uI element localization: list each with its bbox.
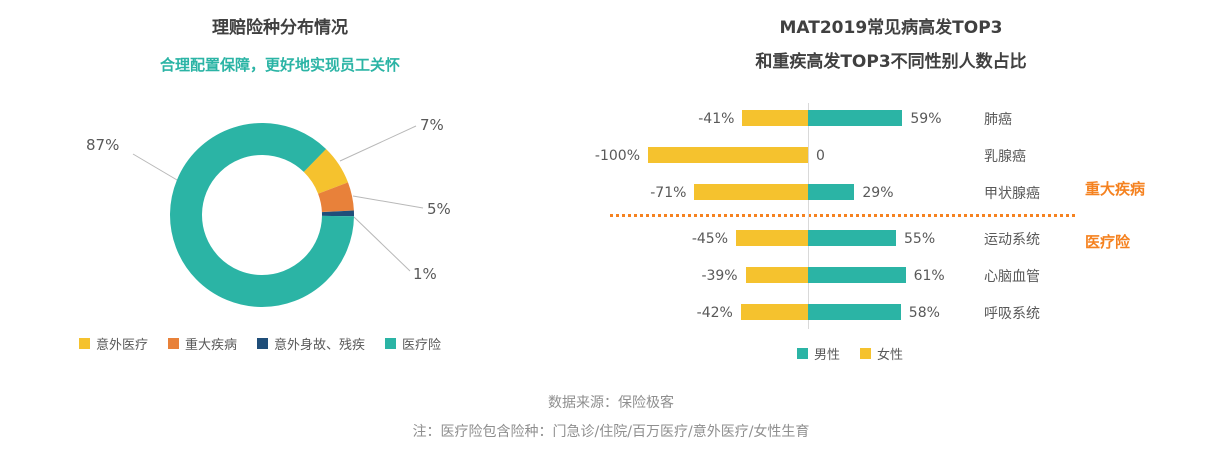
bar-chart-title-line2: 和重疾高发TOP3不同性别人数占比 bbox=[755, 52, 1027, 72]
male-track: 58% bbox=[808, 294, 978, 331]
donut-slice-2 bbox=[170, 123, 354, 307]
male-bar bbox=[808, 230, 896, 246]
bar-chart-legend: 男性 女性 bbox=[560, 344, 1140, 363]
legend-label: 重大疾病 bbox=[184, 338, 237, 353]
bar-chart-title-line1: MAT2019常见病高发TOP3 bbox=[779, 18, 1003, 38]
female-value-label: -71% bbox=[650, 184, 687, 201]
female-track: -71% bbox=[588, 174, 808, 211]
female-track: -39% bbox=[588, 257, 808, 294]
male-track: 55% bbox=[808, 220, 978, 257]
legend-swatch-icon bbox=[796, 348, 808, 359]
donut-slice-3 bbox=[170, 123, 354, 307]
donut-ring bbox=[170, 123, 354, 307]
donut-value-label-1: 5% bbox=[427, 200, 451, 218]
donut-chart-subtitle: 合理配置保障，更好地实现员工关怀 bbox=[159, 56, 400, 74]
bar-row-3: -45% 55% 运动系统 bbox=[560, 220, 1160, 257]
group-label-critical-illness: 重大疾病 bbox=[1085, 180, 1146, 198]
bars-area: -41% 59% 肺癌 -100% 0 乳腺癌 -71% 29% 甲状腺癌 -45% 55% 运动系统… bbox=[560, 100, 1160, 331]
donut-legend-item-3: 医疗险 bbox=[385, 334, 441, 353]
bar-legend-item-0: 男性 bbox=[796, 344, 840, 363]
donut-chart-title: 理赔险种分布情况 bbox=[212, 18, 348, 38]
legend-label: 男性 bbox=[813, 348, 840, 363]
male-value-label: 58% bbox=[908, 304, 940, 321]
donut-value-label-2: 1% bbox=[413, 265, 437, 283]
donut-slice-1 bbox=[170, 123, 354, 307]
male-value-label: 0 bbox=[816, 147, 825, 164]
female-value-label: -100% bbox=[594, 147, 640, 164]
bar-legend-item-1: 女性 bbox=[860, 344, 903, 363]
category-label: 呼吸系统 bbox=[984, 305, 1040, 322]
legend-swatch-icon bbox=[78, 338, 90, 349]
legend-label: 意外身故、残疾 bbox=[274, 338, 366, 353]
female-bar bbox=[742, 110, 808, 126]
coverage-note: 注：医疗险包含险种：门急诊/住院/百万医疗/意外医疗/女性生育 bbox=[412, 424, 810, 440]
category-label: 运动系统 bbox=[984, 231, 1040, 248]
male-value-label: 29% bbox=[862, 184, 894, 201]
donut-value-label-0: 7% bbox=[420, 116, 444, 134]
category-label: 乳腺癌 bbox=[984, 148, 1026, 165]
bar-row-0: -41% 59% 肺癌 bbox=[560, 100, 1160, 137]
male-bar bbox=[808, 184, 855, 200]
legend-swatch-icon bbox=[167, 338, 179, 349]
female-track: -100% bbox=[588, 137, 808, 174]
category-label: 心脑血管 bbox=[984, 268, 1040, 285]
donut-legend-item-1: 重大疾病 bbox=[167, 334, 237, 353]
bar-row-1: -100% 0 乳腺癌 bbox=[560, 137, 1160, 174]
group-label-medical: 医疗险 bbox=[1085, 233, 1131, 251]
female-value-label: -41% bbox=[698, 110, 735, 127]
female-value-label: -42% bbox=[696, 304, 733, 321]
female-track: -42% bbox=[588, 294, 808, 331]
female-bar bbox=[694, 184, 808, 200]
donut-legend-item-0: 意外医疗 bbox=[78, 334, 148, 353]
male-bar bbox=[808, 304, 901, 320]
donut-value-label-3: 87% bbox=[86, 136, 120, 154]
male-value-label: 61% bbox=[913, 267, 945, 284]
legend-swatch-icon bbox=[385, 338, 397, 349]
male-track: 0 bbox=[808, 137, 978, 174]
bar-row-2: -71% 29% 甲状腺癌 bbox=[560, 174, 1160, 211]
data-source-note: 数据来源：保险极客 bbox=[548, 395, 674, 411]
legend-swatch-icon bbox=[257, 338, 268, 349]
donut-legend-item-2: 意外身故、残疾 bbox=[257, 334, 365, 353]
female-track: -41% bbox=[588, 100, 808, 137]
center-axis-line bbox=[808, 103, 809, 329]
female-value-label: -39% bbox=[701, 267, 738, 284]
male-value-label: 55% bbox=[904, 230, 936, 247]
gender-bar-chart: MAT2019常见病高发TOP3 和重疾高发TOP3不同性别人数占比 -41% 5… bbox=[560, 0, 1222, 380]
legend-label: 女性 bbox=[877, 348, 904, 363]
male-value-label: 59% bbox=[910, 110, 942, 127]
bar-row-5: -42% 58% 呼吸系统 bbox=[560, 294, 1160, 331]
female-track: -45% bbox=[588, 220, 808, 257]
group-separator-dotted-line bbox=[610, 214, 1075, 217]
female-value-label: -45% bbox=[691, 230, 728, 247]
male-bar bbox=[808, 110, 903, 126]
claims-donut-chart: 理赔险种分布情况 合理配置保障，更好地实现员工关怀 7% 5% 1% 87% 意外医疗… bbox=[0, 0, 560, 380]
female-bar bbox=[648, 147, 808, 163]
donut-legend: 意外医疗 重大疾病 意外身故、残疾 医疗险 bbox=[0, 334, 520, 353]
male-track: 59% bbox=[808, 100, 978, 137]
legend-label: 医疗险 bbox=[402, 338, 442, 353]
legend-label: 意外医疗 bbox=[95, 338, 148, 353]
category-label: 肺癌 bbox=[984, 111, 1012, 128]
male-track: 61% bbox=[808, 257, 978, 294]
legend-swatch-icon bbox=[860, 348, 871, 359]
female-bar bbox=[745, 267, 808, 283]
bar-row-4: -39% 61% 心脑血管 bbox=[560, 257, 1160, 294]
male-track: 29% bbox=[808, 174, 978, 211]
male-bar bbox=[808, 267, 906, 283]
female-bar bbox=[740, 304, 808, 320]
category-label: 甲状腺癌 bbox=[984, 185, 1040, 202]
female-bar bbox=[736, 230, 808, 246]
